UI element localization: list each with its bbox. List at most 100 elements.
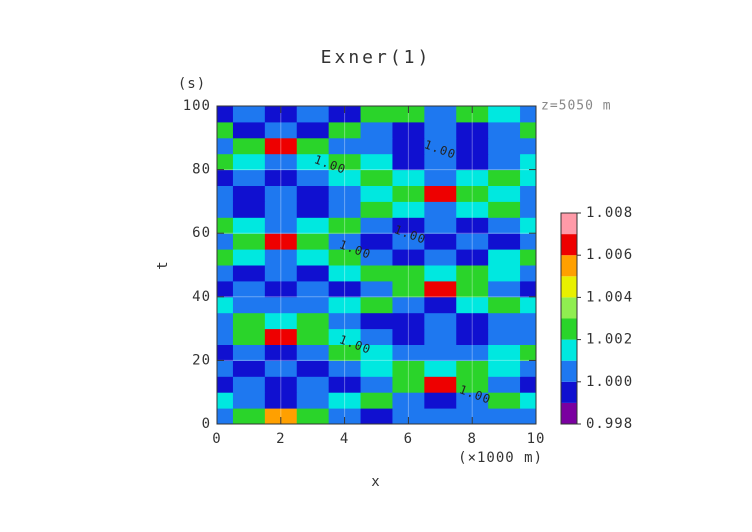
contour-cell [217,106,234,123]
contour-cell [488,153,521,171]
contour-cell [264,265,298,282]
contour-cell [328,296,362,314]
contour-cell [488,280,521,298]
contour-cell [296,137,330,155]
contour-cell [456,217,489,234]
contour-cell [296,153,330,171]
contour-cell [520,121,537,139]
contour-cell [360,280,393,298]
colorbar-tick-label: 1.000 [586,374,633,390]
contour-cell [328,344,362,361]
contour-cell [217,153,234,171]
contour-cell [392,312,425,330]
contour-cell [456,408,489,425]
contour-cell [264,233,298,250]
contour-cell [520,408,537,425]
contour-cell [520,360,537,377]
contour-cell [392,153,425,171]
colorbar-band [561,381,577,403]
contour-cell [360,121,393,139]
contour-cell [456,328,489,345]
contour-cell [360,137,393,155]
contour-cell [264,280,298,298]
contour-cell [488,296,521,314]
y-tick-label: 60 [192,225,211,241]
contour-cell [520,376,537,393]
contour-cell [328,249,362,266]
contour-cell [360,217,393,234]
contour-cell [424,265,457,282]
contour-cell [360,376,393,393]
contour-cell [296,217,330,234]
contour-cell [296,376,330,393]
contour-cell [424,185,457,202]
contour-cell [264,312,298,330]
contour-cell [424,360,457,377]
contour-cell [520,106,537,123]
contour-cell [360,201,393,218]
contour-cell [456,296,489,314]
contour-cell [520,265,537,282]
contour-cell [456,121,489,139]
contour-cell [456,106,489,123]
contour-cell [456,280,489,298]
contour-cell [217,296,234,314]
contour-cell [360,185,393,202]
contour-cell [520,280,537,298]
contour-cell [296,233,330,250]
contour-cell [360,249,393,266]
contour-cell [360,106,393,123]
contour-cell [520,249,537,266]
chart-title: Exner(1) [321,47,432,68]
contour-cell [488,169,521,186]
contour-cell [264,106,298,123]
contour-cell [520,153,537,171]
contour-cell [264,249,298,266]
contour-cell [328,392,362,409]
y-tick-label: 40 [192,289,211,305]
contour-cell [424,280,457,298]
contour-cell [488,344,521,361]
contour-cell [217,137,234,155]
contour-cell [232,233,266,250]
contour-cell [328,280,362,298]
contour-cell [217,249,234,266]
contour-cell [424,121,457,139]
contour-cell [217,201,234,218]
contour-cell [488,408,521,425]
contour-cell [217,360,234,377]
contour-cell [360,169,393,186]
contour-cell [217,121,234,139]
contour-cell [392,106,425,123]
y-tick-label: 100 [183,98,211,114]
contour-cell [488,217,521,234]
contour-cell [424,296,457,314]
colorbar-tick-label: 1.008 [586,205,633,221]
contour-cell [264,185,298,202]
contour-cell [232,217,266,234]
x-tick-label: 4 [340,431,349,447]
contour-cell [520,169,537,186]
contour-cell [520,217,537,234]
contour-cell [424,249,457,266]
contour-cell [264,376,298,393]
contour-cell [424,392,457,409]
contour-cell [424,137,457,155]
x-tick-label: 0 [212,431,221,447]
contour-cell [264,408,298,425]
contour-cell [328,233,362,250]
contour-cell [360,392,393,409]
contour-cell [456,137,489,155]
contour-cell [488,265,521,282]
contour-cell [456,249,489,266]
contour-cell [296,201,330,218]
contour-cell [392,137,425,155]
contour-cell [520,185,537,202]
contour-cell [232,137,266,155]
contour-cell [264,121,298,139]
plot-frame [216,105,537,425]
contour-cell [264,153,298,171]
contour-cell [488,201,521,218]
contour-cell [296,408,330,425]
